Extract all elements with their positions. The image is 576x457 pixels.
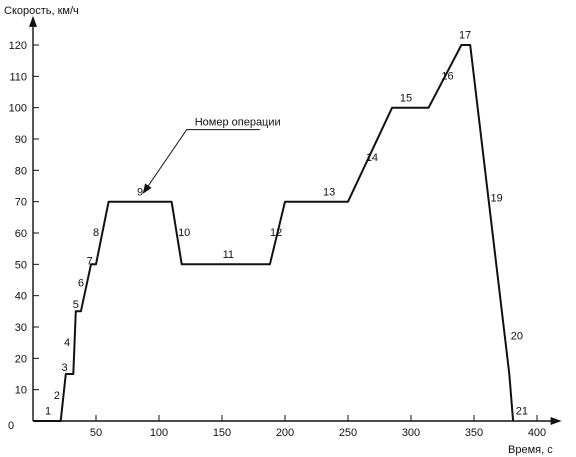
operation-label: 21: [516, 406, 528, 418]
operation-label: 20: [511, 331, 523, 343]
operation-label: 4: [64, 337, 70, 349]
operation-label: 8: [93, 227, 99, 239]
x-tick-label: 400: [528, 427, 546, 439]
operation-label: 2: [54, 390, 60, 402]
operation-label: 10: [178, 227, 190, 239]
speed-profile-line: [33, 44, 515, 422]
x-tick-label: 200: [276, 427, 294, 439]
y-tick-label: 60: [15, 228, 27, 240]
operation-label: 13: [323, 186, 335, 198]
operation-label: 17: [459, 30, 471, 42]
operation-label: 19: [491, 193, 503, 205]
y-tick-label: 30: [15, 322, 27, 334]
x-axis-arrow-icon: [550, 417, 562, 425]
y-tick-label: 70: [15, 197, 27, 209]
x-ticks: 50 100 150 200 250 300 350 400: [90, 415, 546, 439]
y-tick-label: 80: [15, 165, 27, 177]
x-tick-label: 50: [90, 427, 102, 439]
x-tick-label: 150: [213, 427, 231, 439]
y-tick-label: 100: [9, 103, 27, 115]
x-tick-label: 350: [465, 427, 483, 439]
y-tick-label: 10: [15, 385, 27, 397]
y-axis-title: Скорость, км/ч: [4, 5, 79, 17]
operation-label: 1: [45, 406, 51, 418]
y-tick-label: 40: [15, 291, 27, 303]
operation-label: 6: [78, 277, 84, 289]
x-axis-title: Время, с: [508, 444, 553, 456]
operation-label: 16: [441, 70, 453, 82]
y-tick-label: 90: [15, 134, 27, 146]
y-tick-label: 120: [9, 40, 27, 52]
annotation-text: Номер операции: [195, 117, 281, 129]
y-tick-label: 20: [15, 353, 27, 365]
operation-label: 9: [137, 186, 143, 198]
x-tick-label: 300: [402, 427, 420, 439]
y-tick-label: 110: [9, 71, 27, 83]
operation-label: 14: [366, 152, 378, 164]
operation-label: 11: [223, 249, 234, 261]
operation-label: 15: [400, 92, 412, 104]
x-tick-label: 250: [339, 427, 357, 439]
y-ticks: 10 20 30 40 50 60 70 80 90 100 110 120: [9, 40, 39, 397]
operation-label: 7: [87, 255, 93, 267]
operation-label: 5: [73, 299, 79, 311]
operation-label: 12: [270, 227, 282, 239]
annotation: Номер операции: [142, 117, 281, 194]
x-tick-label: 100: [150, 427, 168, 439]
origin-label: 0: [8, 420, 14, 432]
operation-label: 3: [61, 362, 67, 374]
y-axis-arrow-icon: [29, 15, 37, 27]
y-tick-label: 50: [15, 259, 27, 271]
annotation-leader-line: [142, 129, 260, 194]
